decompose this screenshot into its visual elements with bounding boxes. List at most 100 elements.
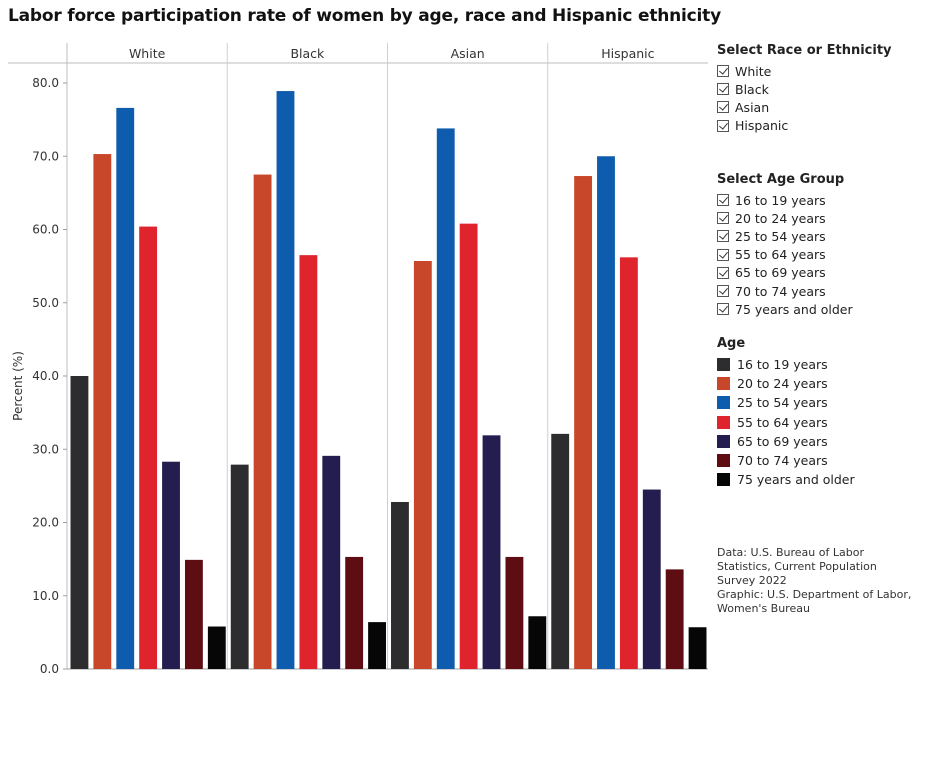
age-filter-option-label: 65 to 69 years [735,265,826,281]
legend-swatch [717,454,730,468]
legend-label: 75 years and older [737,472,855,488]
checkbox-checked-icon[interactable] [717,285,729,298]
legend-label: 55 to 64 years [737,414,828,430]
race-filter-panel: Select Race or Ethnicity White Black Asian… [717,43,892,135]
checkbox-checked-icon[interactable] [717,83,729,96]
race-filter-option-label: Asian [735,99,770,115]
y-tick-label: 30.0 [32,442,59,456]
legend-label: 20 to 24 years [737,376,828,392]
bar [276,91,295,670]
bar [688,627,707,669]
legend-label: 65 to 69 years [737,433,828,449]
y-tick-label: 20.0 [32,516,59,530]
bar [162,461,180,669]
bar [322,455,341,669]
source-data: Data: U.S. Bureau of Labor Statistics, C… [717,546,877,587]
bar [665,569,684,669]
age-filter-option-label: 16 to 19 years [735,192,826,208]
checkbox-checked-icon[interactable] [717,101,729,114]
checkbox-checked-icon[interactable] [717,248,729,261]
bar [597,156,615,669]
race-filter-option[interactable]: Black [717,80,892,98]
panel-header-hispanic: Hispanic [601,46,654,61]
checkbox-checked-icon[interactable] [717,119,729,132]
y-tick-label: 60.0 [32,223,59,237]
y-tick-label: 70.0 [32,149,59,163]
race-filter-option-label: Black [735,81,769,97]
legend-item: 25 to 54 years [717,393,855,412]
bar [551,433,570,669]
legend-item: 20 to 24 years [717,374,855,393]
age-legend: Age 16 to 19 years 20 to 24 years 25 to 54… [717,336,855,489]
bar [299,255,318,669]
age-filter-option[interactable]: 55 to 64 years [717,246,853,264]
bar [253,174,272,669]
checkbox-checked-icon[interactable] [717,65,729,78]
race-filter-option[interactable]: Asian [717,98,892,116]
bar [482,435,501,669]
y-tick-label: 80.0 [32,76,59,90]
bar [528,616,547,669]
bar [230,464,249,669]
y-axis-title: Percent (%) [11,351,25,421]
legend-swatch [717,377,730,391]
y-tick-label: 50.0 [32,296,59,310]
legend-swatch [717,473,730,487]
checkbox-checked-icon[interactable] [717,266,729,279]
legend-swatch [717,396,730,410]
age-filter-panel: Select Age Group 16 to 19 years 20 to 24 … [717,172,853,318]
age-filter-option[interactable]: 65 to 69 years [717,264,853,282]
bar [436,128,455,670]
age-filter-option-label: 20 to 24 years [735,210,826,226]
age-filter-option[interactable]: 75 years and older [717,300,853,318]
legend-title: Age [717,336,746,351]
source-graphic: Graphic: U.S. Department of Labor, Women… [717,588,912,615]
legend-item: 75 years and older [717,470,855,489]
legend-label: 16 to 19 years [737,357,828,373]
age-filter-option[interactable]: 25 to 54 years [717,227,853,245]
bar [93,154,112,670]
bar [116,107,135,669]
legend-item: 65 to 69 years [717,432,855,451]
bar [391,501,409,669]
legend-label: 25 to 54 years [737,395,828,411]
legend-item: 55 to 64 years [717,413,855,432]
age-filter-option[interactable]: 20 to 24 years [717,209,853,227]
checkbox-checked-icon[interactable] [717,303,729,316]
race-filter-option-label: Hispanic [735,118,789,134]
bar [642,489,661,669]
legend-label: 70 to 74 years [737,453,828,469]
bar [345,556,364,669]
bar [139,226,158,669]
source-note: Data: U.S. Bureau of Labor Statistics, C… [717,546,917,616]
age-filter-option-label: 55 to 64 years [735,247,826,263]
legend-swatch [717,358,730,372]
race-filter-option[interactable]: White [717,62,892,80]
age-filter-option[interactable]: 70 to 74 years [717,282,853,300]
chart-title: Labor force participation rate of women … [8,6,721,26]
race-filter-option[interactable]: Hispanic [717,117,892,135]
y-tick-label: 10.0 [32,589,59,603]
panel-header-asian: Asian [451,46,485,61]
checkbox-checked-icon[interactable] [717,194,729,207]
checkbox-checked-icon[interactable] [717,212,729,225]
bar [207,626,226,669]
race-filter-title: Select Race or Ethnicity [717,43,892,58]
race-filter-option-label: White [735,63,772,79]
legend-swatch [717,434,730,448]
legend-item: 70 to 74 years [717,451,855,470]
age-filter-option-label: 25 to 54 years [735,228,826,244]
bar [619,257,638,669]
panel-header-white: White [129,46,166,61]
age-filter-option-label: 70 to 74 years [735,283,826,299]
y-tick-label: 0.0 [40,662,59,676]
age-filter-title: Select Age Group [717,172,845,187]
bar [368,622,386,669]
bar [413,260,432,669]
bar [459,223,478,669]
y-tick-label: 40.0 [32,369,59,383]
checkbox-checked-icon[interactable] [717,230,729,243]
age-filter-option[interactable]: 16 to 19 years [717,191,853,209]
legend-swatch [717,415,730,429]
legend-item: 16 to 19 years [717,355,855,374]
